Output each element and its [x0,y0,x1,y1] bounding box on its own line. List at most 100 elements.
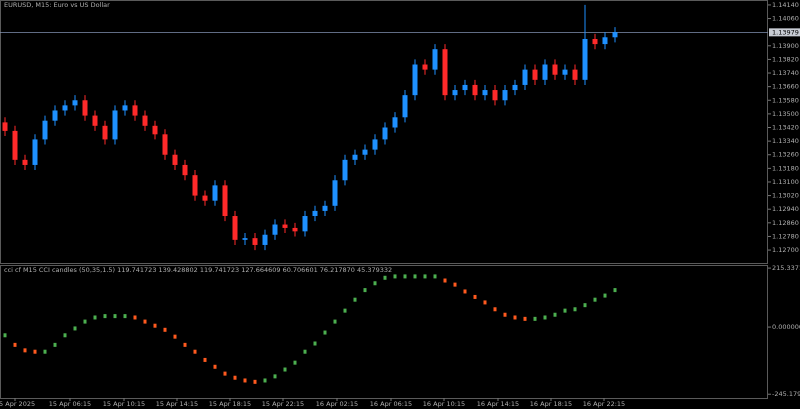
cci-mark [243,378,247,383]
cci-mark [163,327,167,332]
cci-mark [363,288,367,293]
cci-mark [133,315,137,320]
y-tick-label: 0.000000 [772,323,800,331]
x-tick-label: 16 Apr 10:15 [423,400,465,408]
main-panel-frame [0,0,768,264]
y-tick-label: 1.13500 [772,110,799,118]
y-tick-label: 1.13340 [772,137,799,145]
candle-body [82,100,88,116]
x-tick-label: 16 Apr 18:15 [530,400,572,408]
cci-mark [373,281,377,286]
candle-body [342,159,348,181]
candle-body [422,64,428,70]
candle-body [512,84,518,91]
x-tick-label: 16 Apr 22:15 [583,400,625,408]
cci-mark [323,330,327,335]
cci-mark [183,342,187,347]
y-tick-label: 1.13820 [772,55,799,63]
candle-body [32,139,38,165]
candle-body [122,105,128,111]
cci-mark [303,349,307,354]
candle-body [502,90,508,101]
cci-mark [493,307,497,312]
candle-body [532,69,538,80]
cci-mark [263,378,267,383]
cci-mark [463,289,467,294]
cci-mark [223,371,227,376]
candle-body [52,110,58,121]
candle-body [442,49,448,96]
candle-body [212,185,218,201]
candle-body [42,120,48,140]
y-tick-label: 1.13900 [772,42,799,50]
cci-mark [93,315,97,320]
candle-body [472,84,478,96]
candle-body [292,227,298,232]
candle-body [322,205,328,211]
y-tick-label: 1.12780 [772,232,799,240]
cci-mark [143,319,147,324]
cci-mark [63,333,67,338]
y-tick-label: 1.13420 [772,123,799,131]
candle-body [2,122,8,131]
candle-body [252,238,258,245]
candle-body [522,69,528,85]
cci-mark [173,334,177,339]
cci-mark [83,319,87,324]
candle-body [272,224,278,235]
y-tick-label: -245.179587 [772,390,800,398]
x-tick-label: 16 Apr 14:15 [477,400,519,408]
cci-mark [553,312,557,317]
candle-body [582,38,588,80]
cci-mark [193,349,197,354]
cci-mark [513,315,517,320]
y-tick-label: 1.13740 [772,69,799,77]
cci-mark [353,297,357,302]
cci-mark [403,274,407,279]
current-price-label: 1.13979 [772,28,799,36]
candle-body [562,69,568,75]
y-tick-label: 1.12940 [772,205,799,213]
cci-mark [103,314,107,319]
indicator-panel-frame [0,265,768,399]
cci-mark [253,379,257,384]
candle-body [312,210,318,217]
cci-mark [563,308,567,313]
candle-body [602,37,608,45]
cci-mark [443,278,447,283]
cci-mark [233,375,237,380]
y-tick-label: 1.12860 [772,219,799,227]
cci-mark [503,312,507,317]
candle-body [362,149,368,155]
candle-body [222,185,228,217]
x-tick-label: 15 Apr 06:15 [49,400,91,408]
current-price-box [769,28,800,37]
cci-mark [613,288,617,293]
candle-body [492,90,498,101]
candle-body [132,105,138,116]
y-tick-label: 1.13020 [772,192,799,200]
cci-mark [33,349,37,354]
cci-mark [543,315,547,320]
cci-mark [313,341,317,346]
x-tick-label: 16 Apr 06:15 [370,400,412,408]
cci-mark [113,314,117,319]
cci-mark [533,316,537,321]
cci-mark [483,300,487,305]
candle-body [572,69,578,80]
candle-body [392,117,398,128]
cci-mark [393,274,397,279]
candle-body [592,38,598,45]
candle-body [72,100,78,106]
cci-mark [213,364,217,369]
candle-body [142,115,148,126]
indicator-title: cci cf M15 CCI candles (50,35,1.5) 119.7… [4,266,392,274]
candle-body [552,64,558,75]
candle-body [382,127,388,140]
y-tick-label: 1.13100 [772,178,799,186]
candle-body [612,32,618,38]
cci-mark [23,348,27,353]
y-tick-label: 1.13180 [772,164,799,172]
cci-mark [283,367,287,372]
